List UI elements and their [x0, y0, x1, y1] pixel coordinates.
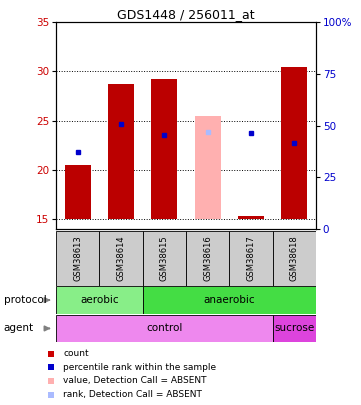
- Text: count: count: [64, 349, 89, 358]
- Bar: [143, 231, 186, 286]
- Text: GSM38615: GSM38615: [160, 235, 169, 281]
- Text: GSM38613: GSM38613: [73, 235, 82, 281]
- Text: GSM38618: GSM38618: [290, 235, 299, 281]
- Bar: [56, 315, 273, 342]
- Text: rank, Detection Call = ABSENT: rank, Detection Call = ABSENT: [64, 390, 203, 399]
- Bar: [281, 66, 307, 219]
- Bar: [65, 165, 91, 219]
- Title: GDS1448 / 256011_at: GDS1448 / 256011_at: [117, 8, 255, 21]
- Text: agent: agent: [4, 324, 34, 333]
- Text: value, Detection Call = ABSENT: value, Detection Call = ABSENT: [64, 376, 207, 385]
- Bar: [151, 79, 177, 219]
- Text: GSM38617: GSM38617: [247, 235, 255, 281]
- Text: control: control: [146, 324, 182, 333]
- Text: anaerobic: anaerobic: [203, 295, 255, 305]
- Text: GSM38614: GSM38614: [117, 235, 125, 281]
- Bar: [99, 231, 143, 286]
- Bar: [56, 286, 143, 314]
- Bar: [56, 231, 99, 286]
- Text: GSM38616: GSM38616: [203, 235, 212, 281]
- Bar: [195, 116, 221, 219]
- Text: aerobic: aerobic: [80, 295, 118, 305]
- Bar: [229, 231, 273, 286]
- Bar: [273, 231, 316, 286]
- Text: sucrose: sucrose: [274, 324, 314, 333]
- Bar: [186, 231, 229, 286]
- Bar: [273, 315, 316, 342]
- Text: protocol: protocol: [4, 295, 46, 305]
- Bar: [143, 286, 316, 314]
- Bar: [238, 216, 264, 219]
- Bar: [108, 84, 134, 219]
- Text: percentile rank within the sample: percentile rank within the sample: [64, 362, 217, 372]
